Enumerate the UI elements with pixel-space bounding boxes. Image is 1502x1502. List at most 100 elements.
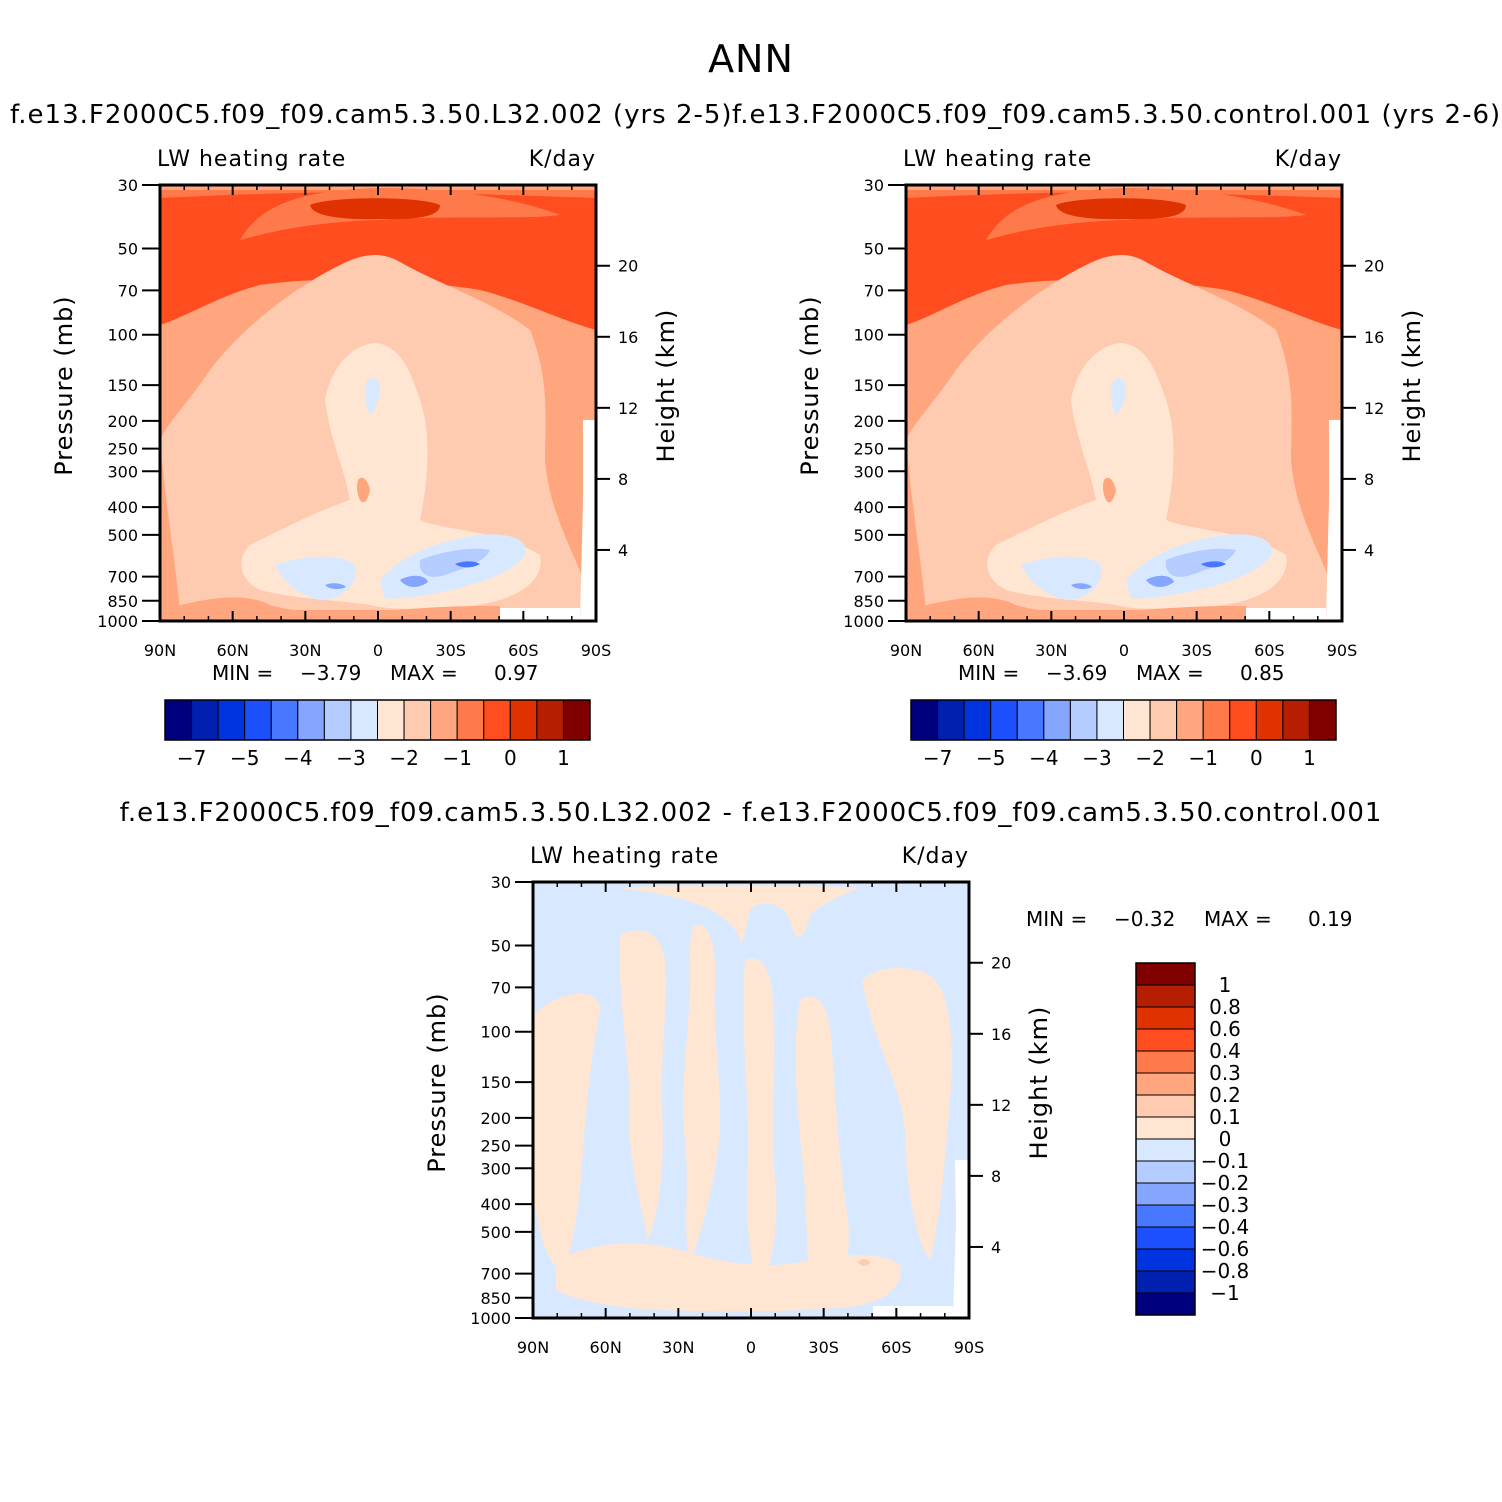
colorbar-frame (910, 699, 1337, 741)
colorbar-tick-label: −0.8 (1201, 1259, 1250, 1283)
colorbar-tick-label: 0.8 (1209, 995, 1241, 1019)
y-tick-label: 400 (480, 1195, 511, 1214)
x-tick-label: 30S (1181, 641, 1212, 660)
min-label: MIN = (1026, 907, 1087, 931)
colorbar-tick-label: −0.3 (1201, 1193, 1250, 1217)
y2-axis-title: Height (km) (1025, 1006, 1053, 1160)
y2-tick-label: 20 (991, 954, 1011, 973)
colorbar-tick-label: −2 (1135, 746, 1164, 770)
colorbar-box (1149, 699, 1178, 741)
colorbar-box (1135, 1248, 1196, 1272)
y-tick-label: 70 (118, 281, 138, 300)
x-tick-label: 60S (881, 1338, 912, 1357)
figure-title: ANN (708, 37, 794, 81)
colorbar-tick-label: 0 (504, 746, 517, 770)
x-tick-label: 30N (662, 1338, 694, 1357)
colorbar-box (536, 699, 564, 741)
colorbar-box (1135, 1160, 1196, 1184)
y-tick-label: 1000 (843, 612, 884, 631)
x-tick-label: 0 (373, 641, 383, 660)
colorbar-tick-label: −5 (976, 746, 1005, 770)
colorbar-box (1135, 1094, 1196, 1118)
y-axis-title: Pressure (mb) (423, 992, 451, 1172)
y-tick-label: 1000 (97, 612, 138, 631)
contour-field-diff (533, 882, 969, 1318)
min-value: −0.32 (1114, 907, 1175, 931)
y-tick-label: 150 (107, 376, 138, 395)
x-tick-label: 30N (289, 641, 321, 660)
y-tick-label: 300 (480, 1159, 511, 1178)
x-tick-label: 90S (954, 1338, 985, 1357)
x-tick-label: 90N (517, 1338, 549, 1357)
colorbar-box (1096, 699, 1124, 741)
y-tick-label: 100 (480, 1023, 511, 1042)
colorbar-box (1123, 699, 1151, 741)
y-tick-label: 30 (491, 873, 511, 892)
plot-frame (158, 183, 598, 623)
colorbar-tick-label: −7 (923, 746, 952, 770)
y2-tick-label: 16 (618, 328, 638, 347)
colorbar-tick-label: −5 (230, 746, 259, 770)
colorbar-box (1069, 699, 1098, 741)
variable-label: LW heating rate (903, 147, 1092, 172)
colorbar-box (270, 699, 299, 741)
y2-tick-label: 12 (1364, 399, 1384, 418)
colorbar-box (1308, 699, 1337, 741)
colorbar-box (1135, 1270, 1196, 1294)
y2-tick-label: 4 (618, 541, 628, 560)
min-label: MIN = (212, 661, 273, 685)
colorbar-tick-label: 0.4 (1209, 1039, 1241, 1063)
max-value: 0.85 (1240, 661, 1285, 685)
y-tick-label: 850 (107, 592, 138, 611)
colorbar-box (244, 699, 272, 741)
min-label: MIN = (958, 661, 1019, 685)
units-label: K/day (902, 844, 969, 869)
x-tick-label: 60S (508, 641, 539, 660)
plot-frame (904, 183, 1344, 623)
y2-tick-label: 12 (991, 1096, 1011, 1115)
colorbar-box (164, 699, 193, 741)
y-tick-label: 300 (853, 462, 884, 481)
colorbar-box (323, 699, 352, 741)
colorbar-box (1135, 1292, 1196, 1316)
max-label: MAX = (390, 661, 458, 685)
y-tick-label: 70 (491, 978, 511, 997)
y2-tick-label: 4 (1364, 541, 1374, 560)
colorbar-tick-label: −1 (1210, 1281, 1239, 1305)
colorbar-box (509, 699, 538, 741)
x-tick-label: 90N (144, 641, 176, 660)
colorbar-box (1135, 1204, 1196, 1228)
y-tick-label: 150 (853, 376, 884, 395)
plot-frame (531, 880, 971, 1320)
y-tick-label: 50 (864, 240, 884, 259)
x-tick-label: 0 (1119, 641, 1129, 660)
min-value: −3.69 (1046, 661, 1107, 685)
colorbar-tick-label: −3 (336, 746, 365, 770)
x-tick-label: 60S (1254, 641, 1285, 660)
colorbar-box (1135, 984, 1196, 1008)
colorbar-box (1135, 1006, 1196, 1030)
colorbar-box (990, 699, 1018, 741)
y-tick-label: 850 (480, 1289, 511, 1308)
contour-field-left (160, 185, 596, 621)
x-tick-label: 60N (590, 1338, 622, 1357)
y-tick-label: 500 (107, 526, 138, 545)
max-label: MAX = (1136, 661, 1204, 685)
y2-axis-title: Height (km) (652, 309, 680, 463)
y-tick-label: 50 (118, 240, 138, 259)
max-value: 0.97 (494, 661, 539, 685)
panel-title-right: f.e13.F2000C5.f09_f09.cam5.3.50.control.… (732, 100, 1502, 130)
y-tick-label: 1000 (470, 1309, 511, 1328)
colorbar-box (1135, 1050, 1196, 1074)
y2-tick-label: 20 (1364, 257, 1384, 276)
colorbar-box (350, 699, 378, 741)
x-tick-label: 0 (746, 1338, 756, 1357)
x-tick-label: 60N (963, 641, 995, 660)
units-label: K/day (529, 147, 596, 172)
y-tick-label: 250 (480, 1137, 511, 1156)
colorbar-tick-label: −0.1 (1201, 1149, 1250, 1173)
colorbar-tick-label: −0.2 (1201, 1171, 1250, 1195)
y-tick-label: 850 (853, 592, 884, 611)
colorbar-tick-label: −4 (283, 746, 312, 770)
